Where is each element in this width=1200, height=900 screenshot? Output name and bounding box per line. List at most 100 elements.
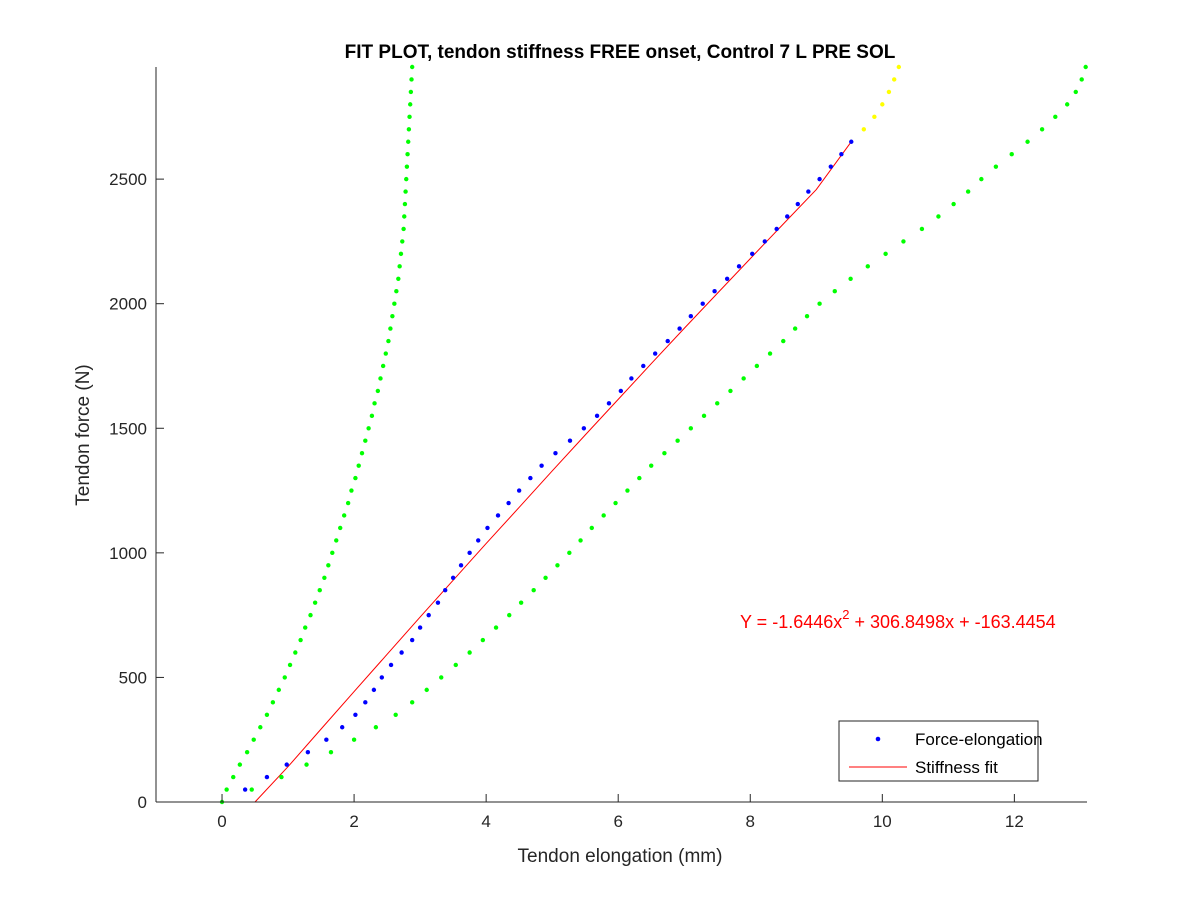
data-point-series-3 — [401, 226, 406, 232]
data-point-series-4 — [979, 176, 984, 182]
data-point-series-0 — [712, 289, 717, 294]
data-point-series-4 — [518, 600, 524, 605]
data-point-series-0 — [324, 737, 329, 742]
legend-box — [838, 720, 1039, 782]
data-point-series-3 — [237, 762, 243, 767]
data-point-series-4 — [936, 214, 941, 219]
data-point-series-4 — [589, 525, 594, 531]
data-point-series-0 — [435, 600, 441, 605]
data-point-series-4 — [792, 326, 798, 331]
data-point-series-0 — [652, 351, 658, 356]
data-point-series-3 — [383, 351, 388, 356]
axes-background — [156, 67, 1087, 802]
data-point-series-3 — [303, 625, 308, 630]
data-point-series-0 — [828, 164, 834, 169]
x-tick-label: 4 — [481, 812, 490, 831]
data-point-series-4 — [328, 749, 334, 755]
data-point-series-0 — [629, 376, 634, 381]
fit-equation-suffix: + 306.8498x + -163.4454 — [849, 612, 1055, 632]
data-point-series-4 — [883, 251, 888, 257]
data-point-series-3 — [403, 189, 408, 194]
data-point-series-0 — [476, 538, 481, 543]
data-point-series-4 — [649, 463, 654, 468]
data-point-series-0 — [567, 438, 573, 443]
legend: Force-elongation Stiffness fit — [838, 720, 1043, 782]
data-point-series-4 — [279, 774, 284, 780]
data-point-series-3 — [406, 139, 411, 144]
data-point-series-3 — [353, 475, 358, 481]
data-point-series-3 — [264, 712, 270, 717]
data-point-series-0 — [528, 475, 533, 481]
data-point-series-0 — [849, 139, 854, 144]
data-point-series-0 — [340, 725, 345, 730]
data-point-series-3 — [356, 463, 361, 468]
data-point-series-4 — [1073, 89, 1078, 95]
data-point-series-3 — [359, 450, 365, 456]
data-point-series-0 — [495, 513, 501, 518]
data-point-series-0 — [606, 401, 612, 406]
data-point-series-0 — [724, 276, 730, 281]
y-tick-label: 2500 — [109, 170, 147, 189]
y-tick-label: 500 — [119, 668, 147, 687]
data-point-series-3 — [317, 588, 322, 593]
data-point-series-4 — [480, 637, 486, 643]
y-tick-label: 1000 — [109, 544, 147, 563]
data-point-series-3 — [349, 488, 354, 493]
data-point-series-4 — [1025, 139, 1030, 144]
fit-equation-prefix: Y = -1.6446x — [740, 612, 842, 632]
data-point-series-3 — [231, 774, 236, 780]
data-point-series-4 — [439, 675, 444, 680]
x-tick-label: 0 — [217, 812, 226, 831]
y-tick-label: 0 — [138, 793, 147, 812]
data-point-series-4 — [993, 164, 999, 169]
data-point-series-3 — [408, 102, 413, 107]
data-point-series-3 — [394, 289, 399, 294]
data-point-series-0 — [242, 787, 248, 792]
y-ticks: 0 500 1000 1500 2000 2500 — [109, 170, 164, 812]
data-point-series-0 — [539, 463, 544, 468]
data-point-series-4 — [304, 762, 309, 767]
data-point-series-3 — [407, 114, 412, 120]
data-point-series-4 — [351, 737, 357, 742]
x-tick-label: 10 — [873, 812, 892, 831]
data-point-series-0 — [305, 749, 311, 755]
data-point-series-3 — [363, 438, 368, 443]
legend-label-force-elongation: Force-elongation — [915, 730, 1043, 749]
data-point-series-4 — [555, 563, 560, 568]
data-point-series-0 — [581, 426, 587, 431]
x-axis-label: Tendon elongation (mm) — [518, 846, 723, 867]
points-layer — [219, 64, 1088, 805]
data-point-series-0 — [785, 214, 790, 219]
data-point-series-3 — [404, 176, 409, 182]
data-point-series-0 — [409, 637, 415, 643]
data-point-series-3 — [408, 89, 414, 95]
data-point-series-4 — [919, 226, 925, 232]
data-point-series-4 — [848, 276, 853, 281]
data-point-series-4 — [543, 575, 548, 580]
data-point-series-3 — [409, 77, 414, 82]
x-ticks: 0 2 4 6 8 10 12 — [217, 794, 1024, 831]
data-point-series-0 — [677, 326, 682, 331]
data-point-series-3 — [402, 201, 408, 207]
data-point-series-4 — [424, 687, 429, 693]
data-point-series-3 — [334, 538, 339, 543]
data-point-series-3 — [338, 525, 343, 531]
legend-label-stiffness-fit: Stiffness fit — [915, 758, 998, 777]
data-point-series-4 — [373, 725, 379, 730]
data-point-series-4 — [817, 301, 822, 306]
data-point-series-4 — [1079, 77, 1084, 82]
data-point-series-4 — [865, 264, 870, 269]
data-point-series-0 — [399, 650, 404, 655]
data-point-series-0 — [817, 176, 822, 182]
y-axis-label: Tendon force (N) — [73, 364, 94, 506]
fit-line — [254, 141, 852, 803]
data-point-series-3 — [405, 152, 410, 157]
data-point-series-4 — [409, 700, 415, 705]
data-point-series-4 — [625, 488, 630, 493]
data-point-series-4 — [754, 363, 760, 369]
x-tick-label: 8 — [746, 812, 755, 831]
fit-equation-exponent: 2 — [842, 607, 849, 622]
data-point-series-0 — [353, 712, 358, 717]
data-point-series-3 — [312, 600, 318, 605]
